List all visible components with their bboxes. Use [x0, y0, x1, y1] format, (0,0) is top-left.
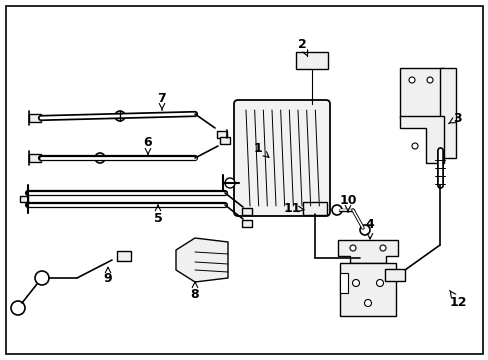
Circle shape — [11, 301, 25, 315]
Bar — [399, 68, 443, 118]
Text: 1: 1 — [253, 141, 268, 157]
Circle shape — [379, 245, 385, 251]
Polygon shape — [399, 116, 443, 163]
Bar — [20, 196, 28, 202]
Text: 10: 10 — [339, 194, 356, 212]
Circle shape — [352, 279, 359, 287]
Text: 12: 12 — [448, 291, 466, 309]
Bar — [117, 251, 131, 261]
Bar — [220, 136, 229, 144]
Circle shape — [115, 111, 125, 121]
Circle shape — [224, 178, 235, 188]
Circle shape — [331, 205, 341, 215]
Circle shape — [95, 153, 105, 163]
FancyBboxPatch shape — [234, 100, 329, 216]
Polygon shape — [337, 240, 397, 263]
Bar — [29, 114, 41, 122]
Text: 8: 8 — [190, 282, 199, 301]
Polygon shape — [439, 68, 455, 158]
Circle shape — [35, 271, 49, 285]
Text: 6: 6 — [143, 135, 152, 154]
Text: 7: 7 — [157, 91, 166, 110]
Circle shape — [426, 77, 432, 83]
Polygon shape — [176, 238, 227, 282]
Polygon shape — [339, 263, 395, 316]
Bar — [242, 207, 251, 215]
Bar — [295, 51, 327, 68]
Text: 5: 5 — [153, 205, 162, 225]
Bar — [303, 202, 326, 215]
Circle shape — [364, 300, 371, 306]
Bar — [242, 220, 251, 226]
Text: 9: 9 — [103, 267, 112, 284]
Text: 4: 4 — [365, 219, 374, 239]
Circle shape — [376, 279, 383, 287]
Circle shape — [408, 77, 414, 83]
Circle shape — [349, 245, 355, 251]
Bar — [29, 154, 41, 162]
Text: 2: 2 — [297, 37, 307, 56]
Polygon shape — [339, 273, 347, 293]
Bar — [217, 130, 226, 138]
Circle shape — [359, 225, 369, 235]
Bar — [384, 269, 404, 281]
Text: 3: 3 — [447, 112, 461, 125]
Text: 11: 11 — [283, 202, 304, 215]
Circle shape — [411, 143, 417, 149]
